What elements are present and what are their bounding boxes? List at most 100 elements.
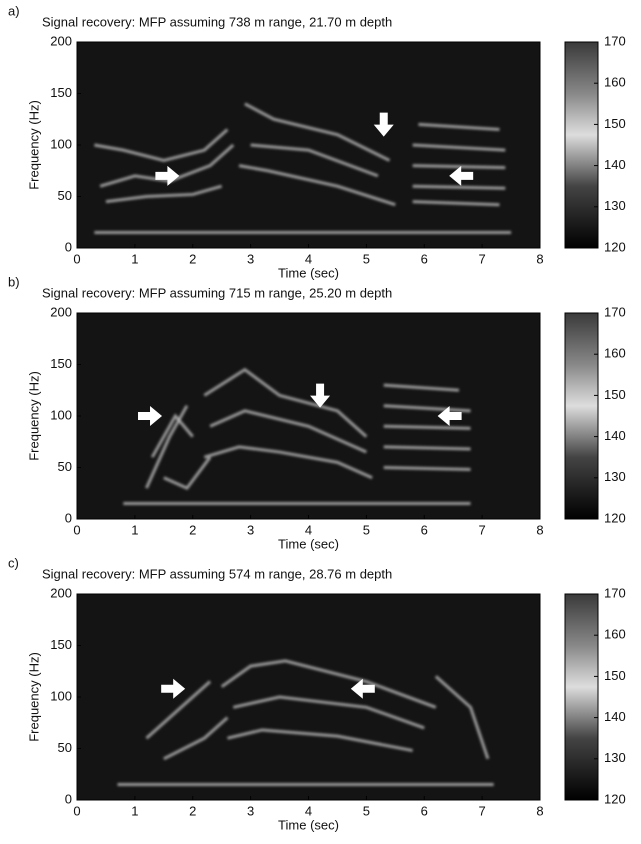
x-tick-label: 1 [131,251,138,266]
y-tick-label: 0 [65,239,72,254]
colorbar-tick-label: 160 [604,346,626,361]
x-tick-label: 1 [131,522,138,537]
colorbar-tick-label: 150 [604,387,626,402]
harmonic-track [412,184,506,190]
x-tick-label: 4 [305,803,312,818]
y-axis-label: Frequency (Hz) [26,371,41,461]
colorbar-tick-label: 150 [604,668,626,683]
x-tick-label: 0 [73,251,80,266]
colorbar-tick-label: 120 [604,510,626,525]
harmonic-track [94,128,229,162]
arrow [155,165,180,186]
harmonic-track [238,164,396,207]
x-tick-label: 0 [73,803,80,818]
chart-title: Signal recovery: MFP assuming 715 m rang… [42,285,392,300]
x-tick-label: 3 [247,803,254,818]
y-tick-label: 50 [58,188,72,203]
harmonic-track [412,143,506,152]
spectrogram-image [76,41,541,249]
x-tick-label: 6 [421,251,428,266]
y-tick-label: 150 [50,637,72,652]
x-tick-label: 2 [189,522,196,537]
y-tick-label: 150 [50,85,72,100]
colorbar-tick-label: 170 [604,304,626,319]
harmonic-track [163,456,212,490]
x-tick-label: 4 [305,251,312,266]
x-tick-label: 5 [363,522,370,537]
x-tick-label: 6 [421,522,428,537]
harmonic-track [412,200,500,207]
arrow [437,406,462,426]
y-tick-label: 100 [50,136,72,151]
spectrogram-image [76,593,541,801]
colorbar-tick-label: 140 [604,157,626,172]
y-axis-label: Frequency (Hz) [26,100,41,190]
harmonic-track [220,659,437,709]
colorbar-tick-label: 170 [604,585,626,600]
x-tick-label: 5 [363,803,370,818]
x-tick-label: 3 [247,251,254,266]
colorbar-tick-label: 140 [604,709,626,724]
harmonic-track [150,413,194,458]
y-tick-label: 100 [50,688,72,703]
x-axis-label: Time (sec) [278,536,339,551]
x-tick-label: 1 [131,803,138,818]
colorbar [564,593,599,801]
panel-label: b) [8,274,20,289]
y-tick-label: 150 [50,356,72,371]
colorbar-tick-label: 130 [604,198,626,213]
x-tick-label: 8 [536,251,543,266]
colorbar-tick-label: 120 [604,791,626,806]
harmonic-track [145,404,189,489]
colorbar-tick-label: 140 [604,428,626,443]
panel-label: c) [8,555,19,570]
harmonic-track [383,383,460,392]
harmonic-track [412,164,506,170]
harmonic-track [244,102,391,162]
panel: a) Signal recovery: MFP assuming 738 m ra… [8,3,626,280]
colorbar-tick-label: 160 [604,75,626,90]
colorbar-tick-label: 170 [604,33,626,48]
colorbar [564,41,599,249]
x-axis-label: Time (sec) [278,265,339,280]
y-tick-label: 50 [58,740,72,755]
harmonic-track [203,445,373,480]
y-tick-label: 200 [50,304,72,319]
x-tick-label: 6 [421,803,428,818]
arrow [350,678,375,699]
spectrogram-features [94,102,512,235]
arrow [373,112,394,137]
colorbar-tick-label: 160 [604,627,626,642]
x-tick-label: 7 [479,803,486,818]
arrow [449,165,474,186]
y-tick-label: 50 [58,459,72,474]
harmonic-track [383,404,471,413]
x-axis-label: Time (sec) [278,817,339,832]
harmonic-track [383,466,471,472]
arrow [161,678,186,699]
harmonic-track [232,695,425,730]
y-tick-label: 0 [65,791,72,806]
y-axis-label: Frequency (Hz) [26,652,41,742]
harmonic-track [163,716,229,761]
x-tick-label: 7 [479,251,486,266]
colorbar [564,312,599,520]
x-tick-label: 4 [305,522,312,537]
colorbar-tick-label: 150 [604,116,626,131]
colorbar-tick-label: 120 [604,239,626,254]
x-tick-label: 7 [479,522,486,537]
panel: b) Signal recovery: MFP assuming 715 m ra… [8,274,626,551]
y-tick-label: 200 [50,33,72,48]
x-tick-label: 2 [189,251,196,266]
y-tick-label: 200 [50,585,72,600]
y-tick-label: 100 [50,407,72,422]
harmonic-track [434,675,490,760]
harmonic-track [418,122,500,132]
harmonic-track [105,184,223,204]
x-tick-label: 8 [536,803,543,818]
x-tick-label: 3 [247,522,254,537]
y-tick-label: 0 [65,510,72,525]
harmonic-track [145,680,212,740]
colorbar-tick-label: 130 [604,750,626,765]
